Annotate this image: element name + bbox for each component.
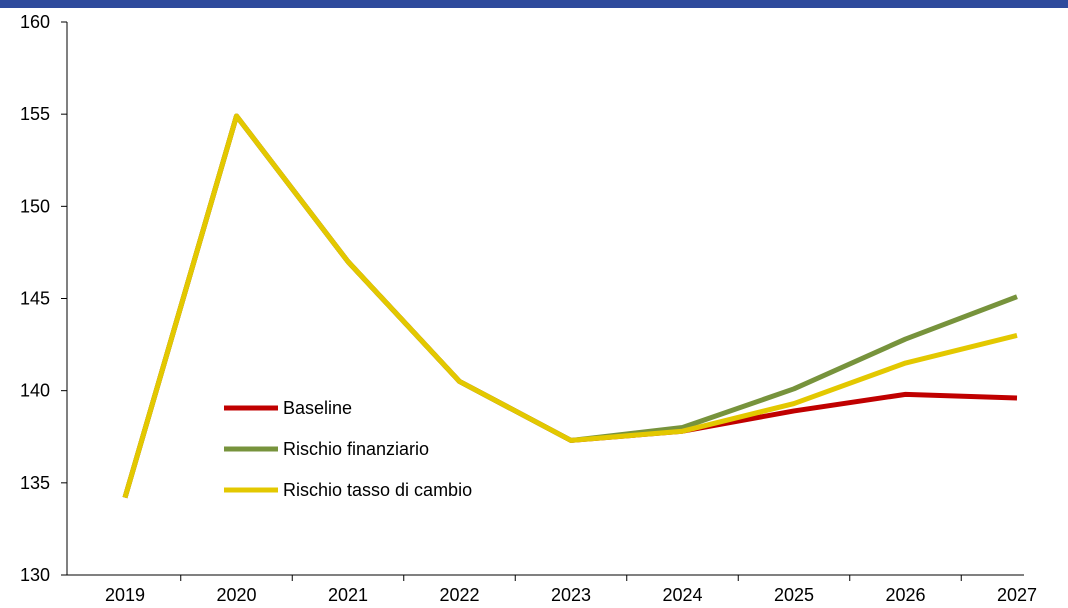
x-tick-label: 2026 xyxy=(885,585,925,605)
series-lines xyxy=(122,113,1018,499)
y-tick-label: 155 xyxy=(20,104,50,124)
y-tick-label: 160 xyxy=(20,12,50,32)
chart-axes xyxy=(61,21,1024,581)
x-tick-labels: 2019 2020 2021 2022 2023 2024 2025 2026 2027 xyxy=(105,585,1037,605)
legend-label: Rischio tasso di cambio xyxy=(283,480,472,500)
legend-label: Baseline xyxy=(283,398,352,418)
y-tick-label: 140 xyxy=(20,381,50,401)
y-tick-label: 150 xyxy=(20,196,50,216)
x-tick-label: 2021 xyxy=(328,585,368,605)
x-tick-label: 2022 xyxy=(439,585,479,605)
x-tick-label: 2024 xyxy=(662,585,702,605)
y-tick-label: 135 xyxy=(20,473,50,493)
x-tick-label: 2027 xyxy=(997,585,1037,605)
y-tick-label: 145 xyxy=(20,289,50,309)
x-tick-label: 2019 xyxy=(105,585,145,605)
y-tick-label: 130 xyxy=(20,565,50,585)
legend-label: Rischio finanziario xyxy=(283,439,429,459)
top-color-band xyxy=(0,0,1068,8)
x-tick-label: 2025 xyxy=(774,585,814,605)
series-line-3 xyxy=(122,113,1018,499)
x-tick-label: 2023 xyxy=(551,585,591,605)
y-tick-labels: 130 135 140 145 150 155 160 xyxy=(20,12,50,585)
legend: Baseline Rischio finanziario Rischio tasso… xyxy=(224,398,472,500)
x-tick-label: 2020 xyxy=(216,585,256,605)
